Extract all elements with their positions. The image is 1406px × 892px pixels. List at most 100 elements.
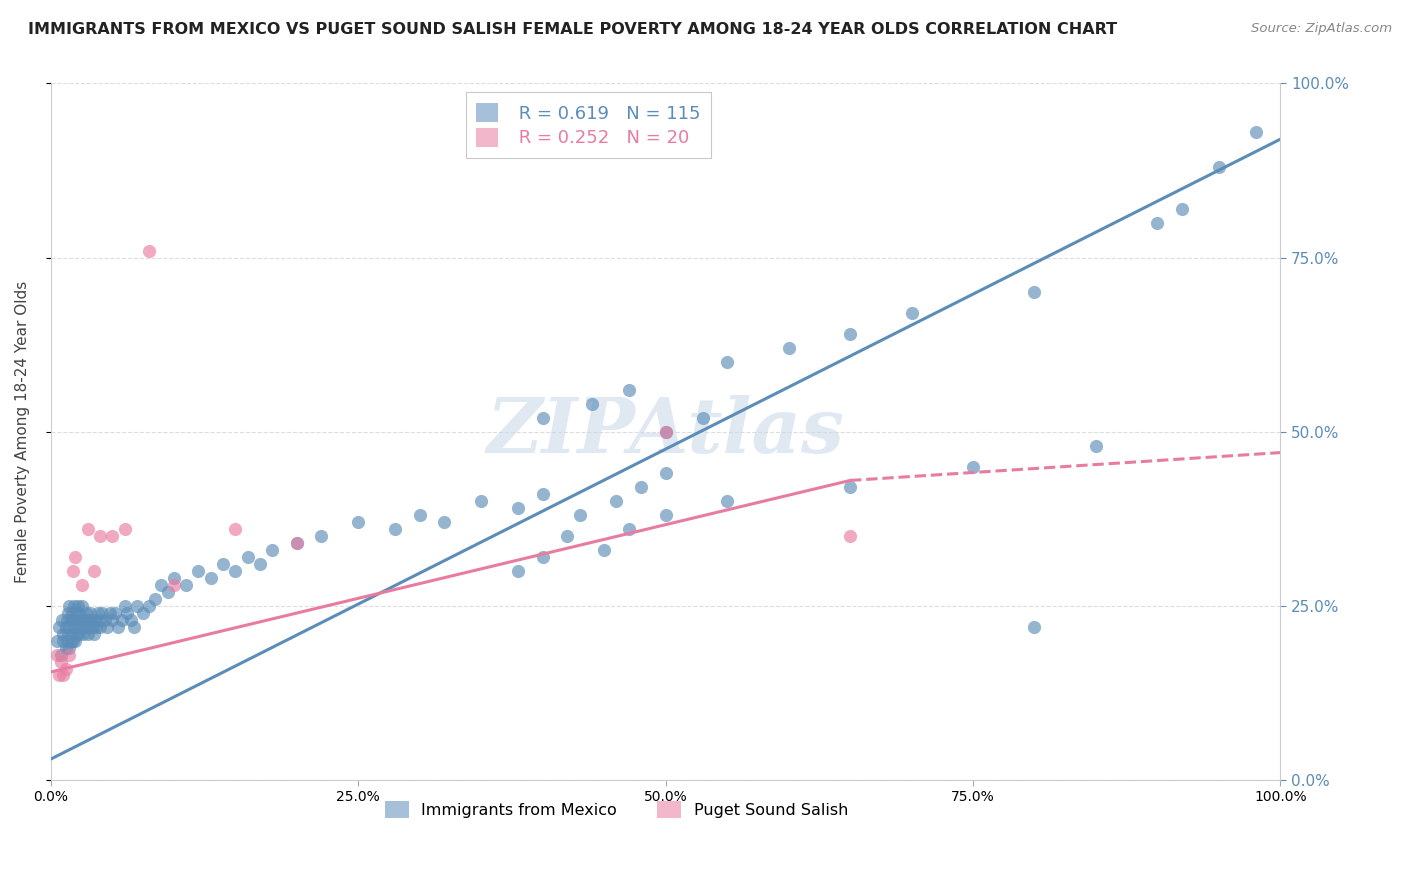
- Point: [58, 640, 80, 655]
- Point: [60, 626, 83, 640]
- Point: [568, 508, 591, 523]
- Point: [55, 620, 77, 634]
- Text: IMMIGRANTS FROM MEXICO VS PUGET SOUND SALISH FEMALE POVERTY AMONG 18-24 YEAR OLD: IMMIGRANTS FROM MEXICO VS PUGET SOUND SA…: [28, 22, 1118, 37]
- Point: [531, 410, 554, 425]
- Point: [70, 578, 93, 592]
- Point: [80, 613, 103, 627]
- Point: [605, 494, 627, 508]
- Point: [236, 550, 259, 565]
- Point: [46, 648, 69, 662]
- Point: [654, 425, 676, 439]
- Point: [89, 613, 111, 627]
- Point: [72, 626, 94, 640]
- Point: [1171, 202, 1194, 216]
- Point: [94, 613, 117, 627]
- Point: [55, 661, 77, 675]
- Point: [506, 501, 529, 516]
- Point: [120, 613, 142, 627]
- Point: [91, 606, 114, 620]
- Point: [285, 536, 308, 550]
- Point: [262, 543, 284, 558]
- Point: [285, 536, 308, 550]
- Point: [66, 599, 89, 613]
- Text: ZIPAtlas: ZIPAtlas: [486, 394, 845, 468]
- Point: [778, 341, 800, 355]
- Point: [593, 543, 616, 558]
- Point: [531, 487, 554, 501]
- Point: [163, 578, 186, 592]
- Point: [962, 459, 984, 474]
- Point: [55, 640, 77, 655]
- Point: [839, 327, 862, 342]
- Point: [48, 620, 70, 634]
- Point: [1146, 216, 1168, 230]
- Point: [76, 626, 98, 640]
- Point: [111, 613, 134, 627]
- Point: [1084, 439, 1107, 453]
- Point: [76, 606, 98, 620]
- Point: [65, 550, 87, 565]
- Point: [132, 606, 155, 620]
- Point: [654, 508, 676, 523]
- Point: [630, 480, 652, 494]
- Point: [69, 613, 91, 627]
- Point: [249, 557, 271, 571]
- Point: [347, 515, 370, 529]
- Text: Source: ZipAtlas.com: Source: ZipAtlas.com: [1251, 22, 1392, 36]
- Point: [52, 633, 75, 648]
- Point: [114, 522, 136, 536]
- Point: [82, 620, 104, 634]
- Point: [98, 606, 121, 620]
- Point: [70, 620, 93, 634]
- Point: [555, 529, 578, 543]
- Point: [49, 655, 72, 669]
- Point: [52, 668, 75, 682]
- Point: [224, 564, 246, 578]
- Point: [409, 508, 432, 523]
- Point: [67, 626, 90, 640]
- Point: [63, 620, 86, 634]
- Point: [212, 557, 235, 571]
- Point: [46, 633, 69, 648]
- Point: [58, 620, 80, 634]
- Point: [150, 578, 173, 592]
- Point: [114, 599, 136, 613]
- Point: [311, 529, 333, 543]
- Point: [163, 571, 186, 585]
- Point: [67, 606, 90, 620]
- Point: [60, 606, 83, 620]
- Point: [1244, 125, 1267, 139]
- Point: [56, 606, 79, 620]
- Point: [124, 620, 146, 634]
- Point: [86, 620, 108, 634]
- Point: [66, 606, 89, 620]
- Point: [65, 633, 87, 648]
- Point: [51, 613, 73, 627]
- Point: [654, 425, 676, 439]
- Point: [174, 578, 197, 592]
- Point: [839, 529, 862, 543]
- Point: [470, 494, 492, 508]
- Point: [692, 410, 714, 425]
- Point: [101, 529, 124, 543]
- Point: [62, 564, 84, 578]
- Point: [83, 626, 105, 640]
- Point: [62, 633, 84, 648]
- Point: [73, 613, 96, 627]
- Point: [107, 620, 129, 634]
- Point: [581, 397, 603, 411]
- Point: [59, 613, 82, 627]
- Point: [138, 244, 160, 258]
- Point: [62, 613, 84, 627]
- Point: [49, 648, 72, 662]
- Point: [224, 522, 246, 536]
- Point: [384, 522, 406, 536]
- Point: [1024, 620, 1046, 634]
- Point: [86, 606, 108, 620]
- Point: [76, 613, 98, 627]
- Point: [89, 529, 111, 543]
- Point: [79, 606, 101, 620]
- Point: [716, 355, 738, 369]
- Point: [654, 467, 676, 481]
- Point: [84, 613, 107, 627]
